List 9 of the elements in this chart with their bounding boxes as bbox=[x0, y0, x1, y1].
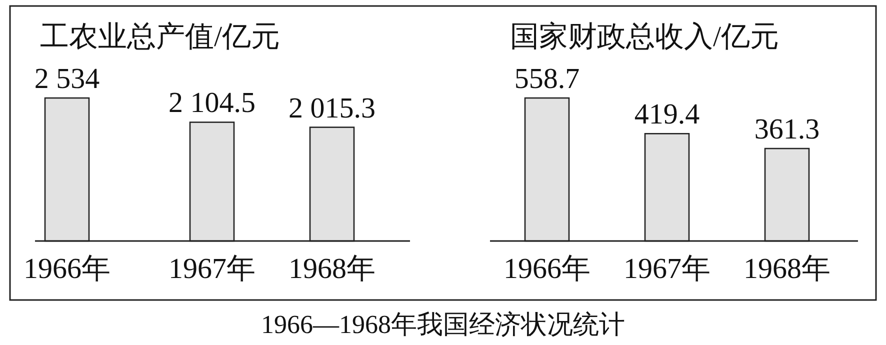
category: 1968年 bbox=[744, 253, 830, 285]
category: 1967年 bbox=[624, 253, 710, 285]
category: 1967年 bbox=[168, 253, 256, 285]
category: 1968年 bbox=[288, 253, 376, 285]
category: 1966年 bbox=[24, 253, 110, 285]
title: 国家财政总收入/亿元 bbox=[510, 21, 780, 53]
annotation: 1966—1968年我国经济状况统计 bbox=[261, 310, 625, 339]
category: 1966年 bbox=[504, 253, 590, 285]
title: 工农业总产值/亿元 bbox=[40, 21, 280, 53]
